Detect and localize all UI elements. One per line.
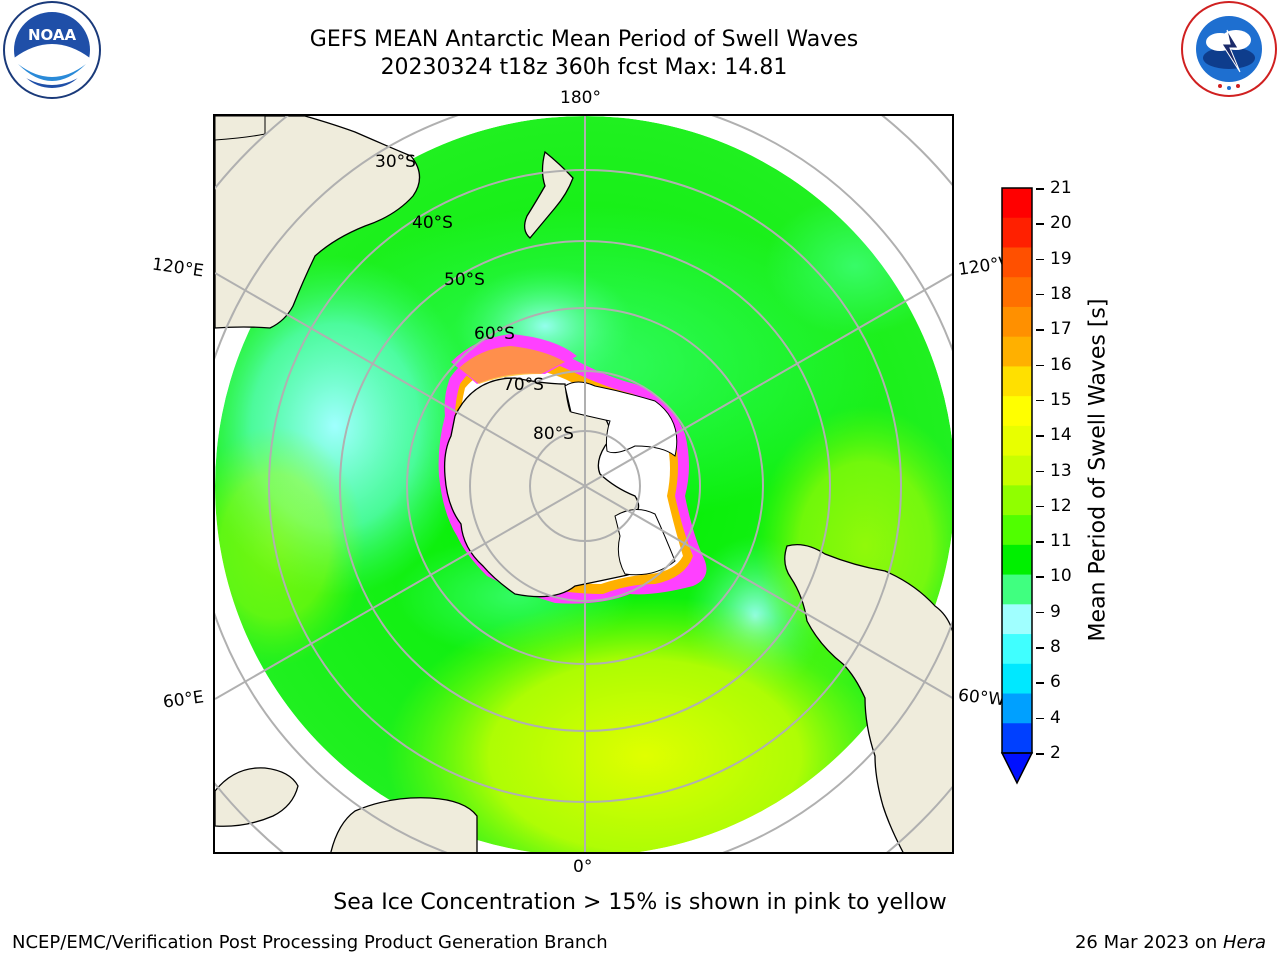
lon-label-60e: 60°E: [161, 687, 206, 713]
colorbar-tick-label: 15: [1050, 389, 1072, 410]
colorbar-tick-label: 17: [1050, 319, 1072, 340]
colorbar-tick-mark: [1036, 329, 1044, 331]
colorbar-tick-mark: [1036, 717, 1044, 720]
colorbar: [1000, 186, 1036, 786]
australia-landmass: [215, 116, 421, 329]
colorbar-segment: [1002, 336, 1032, 367]
colorbar-tick-mark: [1036, 435, 1044, 437]
colorbar-tick-mark: [1036, 364, 1044, 367]
colorbar-segment: [1002, 217, 1032, 248]
colorbar-segment: [1002, 396, 1032, 427]
colorbar-label: Mean Period of Swell Waves [s]: [1085, 298, 1111, 642]
lat-label-50s: 50°S: [444, 270, 485, 290]
colorbar-tick-mark: [1036, 293, 1044, 296]
colorbar-tick-label: 18: [1050, 283, 1072, 304]
colorbar-segment: [1002, 634, 1032, 665]
colorbar-segment: [1002, 306, 1032, 338]
graticule: [215, 116, 952, 852]
colorbar-ticks: 21 20 19 18 17 16 15 14 13 12 11 10 9 8 6 4 2: [1036, 178, 1110, 778]
colorbar-tick-label: 14: [1050, 425, 1072, 446]
colorbar-tick-mark: [1036, 647, 1044, 649]
colorbar-tick-mark: [1036, 505, 1044, 508]
footer-host: Hera: [1222, 932, 1266, 953]
colorbar-segment: [1002, 723, 1032, 754]
colorbar-tick-mark: [1036, 188, 1044, 190]
lon-label-120e: 120°E: [150, 254, 205, 282]
colorbar-tick-label: 13: [1050, 460, 1072, 481]
colorbar-tick-label: 4: [1050, 707, 1061, 728]
lon-label-0: 0°: [573, 857, 593, 877]
south-america-landmass: [784, 543, 952, 852]
colorbar-segment: [1002, 544, 1032, 576]
colorbar-tick-mark: [1036, 611, 1044, 614]
map-panel: [213, 114, 954, 854]
chart-title: GEFS MEAN Antarctic Mean Period of Swell…: [309, 27, 859, 52]
lon-label-180: 180°: [560, 88, 601, 108]
nws-logo: [1180, 0, 1278, 98]
footer-right: 26 Mar 2023 on Hera: [1075, 932, 1266, 953]
footer-date: 26 Mar 2023 on: [1074, 932, 1223, 953]
chart-subtitle: 20230324 t18z 360h fcst Max: 14.81: [380, 55, 788, 80]
colorbar-segment: [1002, 455, 1032, 486]
lat-label-30s: 30°S: [375, 152, 416, 172]
colorbar-tick-label: 21: [1050, 178, 1072, 198]
colorbar-tick-label: 11: [1050, 531, 1072, 552]
colorbar-tick-mark: [1036, 753, 1044, 755]
lat-label-80s: 80°S: [533, 424, 574, 444]
lat-label-60s: 60°S: [474, 324, 515, 344]
colorbar-tick-label: 2: [1050, 743, 1061, 763]
colorbar-extend-triangle: [1000, 752, 1034, 785]
colorbar-tick-mark: [1036, 258, 1044, 261]
colorbar-tick-label: 20: [1050, 213, 1072, 234]
colorbar-tick-label: 10: [1050, 566, 1072, 587]
noaa-logo: NOAA: [2, 0, 102, 100]
colorbar-segment: [1002, 366, 1032, 397]
colorbar-tick-label: 16: [1050, 354, 1072, 375]
colorbar-segment: [1002, 425, 1032, 457]
footer-left: NCEP/EMC/Verification Post Processing Pr…: [12, 932, 608, 953]
new-zealand-landmass: [523, 150, 574, 239]
lat-label-70s: 70°S: [503, 375, 544, 395]
colorbar-segment: [1002, 188, 1032, 219]
colorbar-tick-mark: [1036, 399, 1044, 402]
africa-landmass: [330, 797, 478, 852]
colorbar-tick-mark: [1036, 576, 1044, 578]
colorbar-tick-label: 9: [1050, 601, 1061, 622]
colorbar-tick-label: 6: [1050, 672, 1061, 693]
colorbar-segment: [1002, 663, 1032, 695]
colorbar-outline: [1001, 187, 1033, 754]
colorbar-segment: [1002, 693, 1032, 724]
colorbar-tick-mark: [1036, 682, 1044, 684]
lon-label-60w: 60°W: [957, 685, 1006, 711]
colorbar-tick-label: 12: [1050, 495, 1072, 516]
colorbar-tick-mark: [1036, 223, 1044, 225]
colorbar-segment: [1002, 247, 1032, 278]
noaa-logo-text: NOAA: [28, 26, 77, 44]
colorbar-segment: [1002, 277, 1032, 308]
colorbar-segment: [1002, 574, 1032, 605]
colorbar-segment: [1002, 515, 1032, 546]
colorbar-tick-mark: [1036, 541, 1044, 543]
colorbar-tick-label: 8: [1050, 637, 1061, 658]
lat-label-40s: 40°S: [412, 213, 453, 233]
colorbar-segment: [1002, 485, 1032, 516]
colorbar-tick-mark: [1036, 470, 1044, 472]
caption: Sea Ice Concentration > 15% is shown in …: [333, 890, 947, 915]
map-canvas: [215, 116, 952, 852]
colorbar-tick-label: 19: [1050, 248, 1072, 269]
colorbar-segment: [1002, 604, 1032, 635]
